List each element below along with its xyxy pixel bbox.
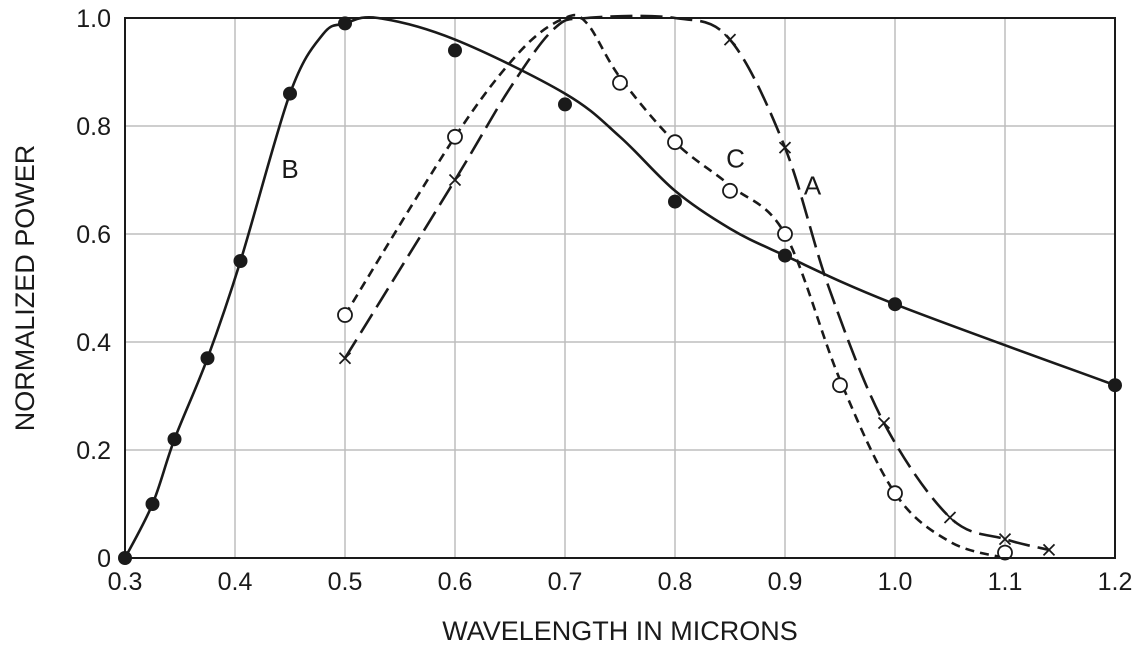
series-B-line — [123, 16, 1116, 559]
curve-label-A: A — [804, 170, 822, 200]
series-B-point-6 — [338, 16, 352, 31]
series-B-point-7 — [448, 43, 462, 58]
y-tick-label-3: 0.6 — [76, 221, 111, 249]
x-tick-label-9: 1.2 — [1098, 568, 1133, 596]
series-C-point-2 — [612, 74, 628, 91]
x-tick-label-1: 0.4 — [218, 568, 253, 596]
series-B-point-2 — [167, 432, 182, 447]
series-A-point-3 — [778, 141, 792, 154]
series-A-point-7 — [1042, 543, 1056, 557]
series-A-point-4-stroke-b — [877, 416, 891, 430]
series-C-point-8 — [997, 544, 1013, 561]
plot-frame — [124, 17, 1116, 559]
x-tick-label-4: 0.7 — [548, 568, 583, 596]
series-C-point-4 — [722, 182, 738, 199]
markers-group — [118, 16, 1122, 565]
tick-labels: 0.3 0.4 0.5 0.6 0.7 0.8 0.9 1.0 1.1 1.2 0 0.2 0.4 0.6… — [76, 5, 1132, 596]
series-A-point-2 — [723, 33, 737, 46]
series-A-point-4 — [877, 416, 891, 430]
series-A-point-1 — [448, 173, 462, 187]
x-tick-label-5: 0.8 — [658, 568, 693, 596]
series-A-point-3-stroke-b — [778, 141, 792, 154]
series-B-point-4 — [233, 254, 248, 268]
y-axis-title: NORMALIZED POWER — [10, 145, 40, 432]
y-tick-label-4: 0.8 — [76, 113, 111, 141]
curve-labels: B CA — [281, 143, 822, 200]
series-A-point-1-stroke-b — [448, 173, 462, 187]
series-A-point-2-stroke-b — [723, 33, 737, 46]
series-B-point-9 — [668, 194, 682, 209]
x-tick-label-2: 0.5 — [328, 568, 363, 596]
series-B-point-11 — [888, 297, 902, 312]
series-C-point-1 — [447, 128, 463, 145]
x-tick-label-8: 1.1 — [988, 568, 1023, 596]
series-C-point-7 — [887, 485, 903, 502]
series-B-point-1 — [145, 497, 160, 511]
series-B-point-5 — [283, 86, 297, 101]
y-tick-label-5: 1.0 — [76, 5, 111, 33]
x-tick-label-7: 1.0 — [878, 568, 913, 596]
series-A-point-0-stroke-b — [338, 352, 352, 365]
y-tick-label-1: 0.2 — [76, 437, 111, 465]
x-tick-label-6: 0.9 — [768, 568, 803, 596]
series-A-point-0 — [338, 352, 352, 365]
y-tick-label-0: 0 — [97, 545, 111, 573]
series-C-point-3 — [667, 134, 683, 151]
curve-label-C: C — [726, 143, 745, 173]
series-C-point-5 — [777, 226, 793, 242]
series-A-point-5-stroke-b — [943, 511, 957, 524]
curve-label-B: B — [281, 154, 298, 184]
x-tick-label-0: 0.3 — [108, 568, 143, 596]
series-group — [123, 13, 1116, 560]
series-B-point-3 — [200, 351, 215, 366]
series-A-point-5 — [943, 511, 957, 524]
series-A-line — [343, 14, 1050, 552]
x-axis-title: WAVELENGTH IN MICRONS — [442, 616, 798, 646]
series-C-point-6 — [832, 377, 848, 394]
y-tick-label-2: 0.4 — [76, 329, 111, 357]
series-C-point-0 — [337, 307, 353, 323]
series-B-point-8 — [558, 97, 572, 112]
series-A-point-6 — [998, 532, 1012, 546]
x-tick-label-3: 0.6 — [438, 568, 473, 596]
series-A-point-7-stroke-b — [1042, 543, 1056, 557]
grid — [124, 17, 1116, 559]
series-A-point-6-stroke-b — [998, 532, 1012, 546]
series-B-point-10 — [778, 248, 792, 263]
